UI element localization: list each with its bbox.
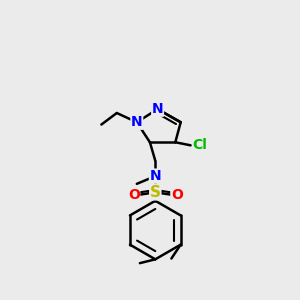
Text: N: N bbox=[152, 102, 164, 116]
Text: O: O bbox=[128, 188, 140, 202]
Text: N: N bbox=[149, 169, 161, 183]
Text: S: S bbox=[150, 185, 161, 200]
Text: N: N bbox=[131, 115, 142, 129]
Text: O: O bbox=[171, 188, 183, 202]
Text: Cl: Cl bbox=[193, 138, 207, 152]
